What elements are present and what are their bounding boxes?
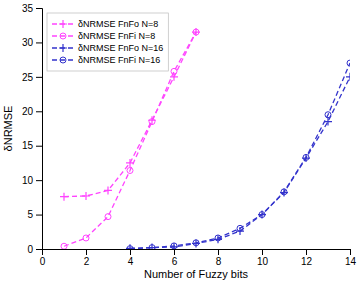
y-tick-label: 0 (27, 244, 33, 255)
y-tick-mark (36, 77, 42, 78)
x-tick-mark (350, 249, 351, 255)
point-marker (259, 212, 265, 218)
y-tick-mark (36, 8, 42, 9)
point-marker (193, 240, 199, 246)
legend-box (47, 13, 168, 71)
y-tick-label: 25 (22, 72, 34, 83)
x-tick-label: 2 (84, 256, 90, 267)
point-marker (324, 118, 332, 126)
point-marker (192, 239, 200, 247)
marks (60, 28, 350, 249)
y-tick-mark (36, 146, 42, 147)
x-tick-label: 10 (257, 256, 269, 267)
point-marker (215, 235, 221, 241)
x-tick-mark (130, 249, 131, 255)
point-marker (127, 168, 133, 174)
y-tick-label: 15 (22, 140, 34, 151)
y-tick-mark (36, 249, 42, 250)
x-tick: 0 (40, 249, 46, 267)
x-tick-label: 6 (172, 256, 178, 267)
y-axis-title: δNRMSE (2, 106, 14, 152)
y-tick: 10 (22, 175, 42, 186)
x-axis-title: Number of Fuzzy bits (144, 268, 248, 280)
x-tick: 10 (257, 249, 269, 267)
x-tick-mark (218, 249, 219, 255)
point-marker (127, 246, 133, 249)
point-marker (303, 154, 309, 160)
x-tick: 8 (216, 249, 222, 267)
y-tick: 25 (22, 72, 42, 83)
point-marker (281, 189, 287, 195)
y-tick-label: 10 (22, 175, 34, 186)
y-tick: 15 (22, 140, 42, 151)
legend-label: δNRMSE FnFi N=16 (78, 55, 160, 65)
x-axis-line (43, 250, 351, 256)
y-tick-mark (36, 215, 42, 216)
y-tick: 35 (22, 3, 42, 14)
y-tick-label: 5 (27, 209, 33, 220)
x-tick-mark (174, 249, 175, 255)
y-tick: 0 (27, 244, 42, 255)
legend: δNRMSE FnFo N=8 δNRMSE FnFi N=8 δNRMSE FnF… (47, 13, 168, 71)
point-marker (171, 243, 177, 249)
x-tick-label: 0 (40, 256, 46, 267)
x-tick: 4 (128, 249, 134, 267)
legend-marker (59, 20, 67, 28)
legend-label: δNRMSE FnFo N=8 (78, 19, 158, 29)
point-marker (171, 68, 177, 74)
x-tick: 6 (172, 249, 178, 267)
point-marker (149, 119, 155, 125)
point-marker (347, 60, 350, 66)
point-marker (104, 186, 112, 194)
y-axis-line (36, 9, 43, 250)
point-marker (148, 244, 156, 249)
y-tick: 5 (27, 209, 42, 220)
legend-marker (60, 57, 66, 63)
x-tick-label: 12 (301, 256, 313, 267)
series-line (130, 77, 350, 248)
x-tick: 2 (84, 249, 90, 267)
y-tick: 20 (22, 106, 42, 117)
point-marker (82, 192, 90, 200)
legend-label: δNRMSE FnFi N=8 (78, 31, 155, 41)
x-tick-mark (262, 249, 263, 255)
series-line (64, 32, 196, 246)
y-axis: 0 5 10 15 20 25 30 35 (22, 3, 43, 255)
legend-marker (59, 44, 67, 52)
point-marker (237, 225, 243, 231)
y-tick-mark (36, 180, 42, 181)
legend-label: δNRMSE FnFo N=16 (78, 43, 163, 53)
x-tick-label: 8 (216, 256, 222, 267)
point-marker (60, 193, 68, 201)
point-marker (214, 235, 222, 243)
x-tick-label: 4 (128, 256, 134, 267)
legend-line (52, 59, 74, 60)
series-line (130, 63, 350, 249)
x-tick: 12 (301, 249, 313, 267)
y-tick: 30 (22, 37, 42, 48)
plot: 0 2 4 6 8 10 12 14 0 5 10 15 20 25 30 35 δNRMSE FnFo N=8… (22, 3, 357, 267)
point-marker (325, 112, 331, 118)
chart: 0 2 4 6 8 10 12 14 0 5 10 15 20 25 30 35 δNRMSE FnFo N=8… (0, 0, 364, 283)
x-tick-mark (86, 249, 87, 255)
point-marker (61, 243, 67, 249)
point-marker (346, 73, 350, 81)
legend-line (52, 35, 74, 36)
series-line (64, 32, 196, 197)
legend-marker (60, 33, 66, 39)
x-tick: 14 (345, 249, 357, 267)
point-marker (192, 28, 200, 36)
y-tick-label: 35 (22, 3, 34, 14)
y-tick-mark (36, 111, 42, 112)
point-marker (83, 235, 89, 241)
x-tick-label: 14 (345, 256, 357, 267)
x-axis: 0 2 4 6 8 10 12 14 (40, 249, 357, 267)
point-marker (105, 214, 111, 220)
point-marker (149, 245, 155, 249)
y-tick-label: 30 (22, 37, 34, 48)
y-tick-mark (36, 42, 42, 43)
point-marker (193, 29, 199, 35)
y-tick-label: 20 (22, 106, 34, 117)
x-tick-mark (306, 249, 307, 255)
